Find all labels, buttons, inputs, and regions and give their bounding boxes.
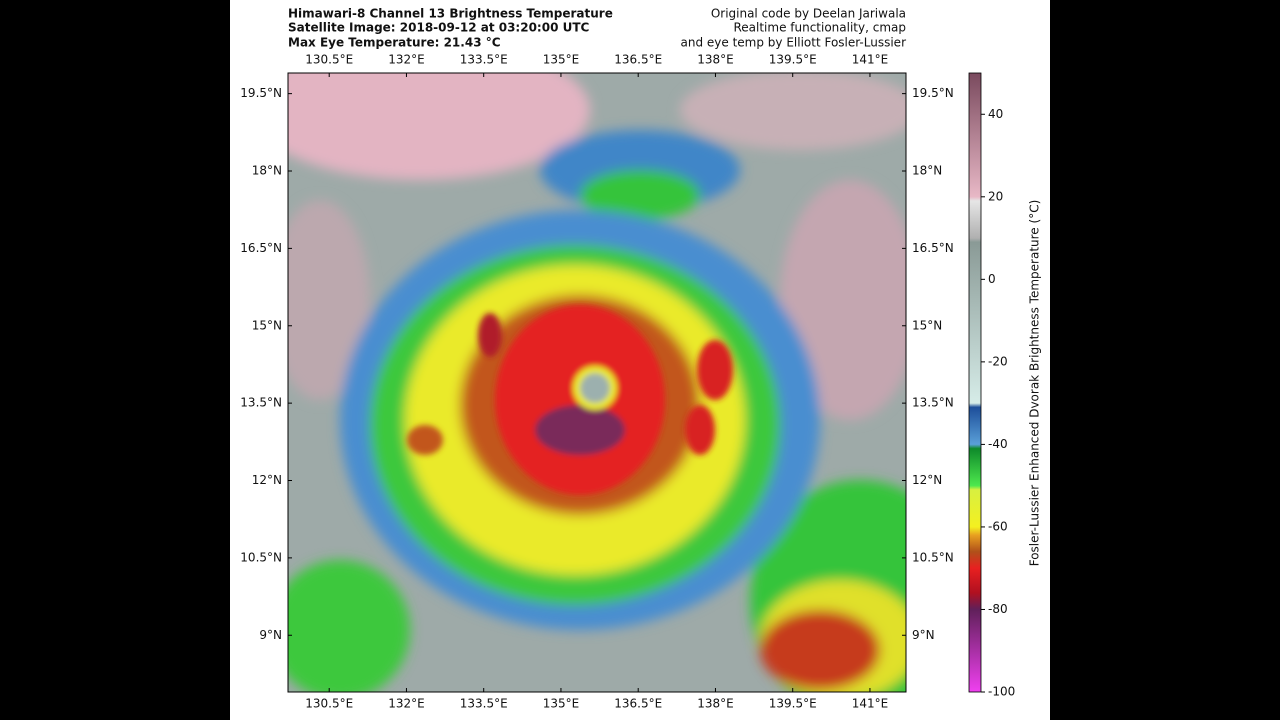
lon-label: 135°E (543, 697, 580, 711)
credit-line: Original code by Deelan Jariwala (711, 7, 906, 21)
lat-label: 19.5°N (240, 86, 282, 100)
lat-label: 15°N (252, 318, 282, 332)
credit-line: Realtime functionality, cmap (733, 21, 906, 35)
lon-label: 138°E (697, 697, 734, 711)
lat-label: 16.5°N (912, 241, 954, 255)
colorbar-label: Fosler-Lussier Enhanced Dvorak Brightnes… (1028, 200, 1042, 567)
colorbar-tick-label: -80 (988, 602, 1008, 616)
lon-label: 138°E (697, 53, 734, 67)
lon-label: 132°E (388, 53, 425, 67)
lat-label: 10.5°N (912, 550, 954, 564)
lat-label: 9°N (912, 628, 935, 642)
lat-label: 10.5°N (240, 550, 282, 564)
lon-label: 132°E (388, 697, 425, 711)
lat-label: 16.5°N (240, 241, 282, 255)
lat-label: 13.5°N (240, 396, 282, 410)
title-line: Max Eye Temperature: 21.43 °C (288, 36, 501, 50)
lon-label: 130.5°E (305, 53, 353, 67)
colorbar-tick-label: 20 (988, 189, 1003, 203)
lat-label: 12°N (252, 473, 282, 487)
lon-label: 139.5°E (769, 53, 817, 67)
colorbar-fill (968, 72, 982, 693)
title-line: Satellite Image: 2018-09-12 at 03:20:00 … (288, 21, 590, 35)
colorbar-tick-label: -40 (988, 437, 1008, 451)
lon-label: 136.5°E (614, 697, 662, 711)
colorbar: 40 20 0 -20 -40 -60 -80 -100 (968, 72, 1015, 699)
map-frame (287, 72, 907, 693)
lat-label: 9°N (259, 628, 282, 642)
lon-label: 133.5°E (460, 697, 508, 711)
title-line: Himawari-8 Channel 13 Brightness Tempera… (288, 7, 613, 21)
lat-label: 18°N (912, 164, 942, 178)
colorbar-tick-label: -20 (988, 354, 1008, 368)
lon-label: 133.5°E (460, 53, 508, 67)
lon-label: 141°E (852, 53, 889, 67)
lon-label: 135°E (543, 53, 580, 67)
lat-label: 18°N (252, 164, 282, 178)
colorbar-tick-label: 0 (988, 272, 996, 286)
lat-label: 13.5°N (912, 396, 954, 410)
lat-label: 15°N (912, 318, 942, 332)
lon-label: 139.5°E (769, 697, 817, 711)
credit-line: and eye temp by Elliott Fosler-Lussier (681, 36, 907, 50)
lat-label: 19.5°N (912, 86, 954, 100)
lat-label: 12°N (912, 473, 942, 487)
colorbar-tick-label: -60 (988, 519, 1008, 533)
colorbar-tick-label: 40 (988, 107, 1003, 121)
lon-label: 130.5°E (305, 697, 353, 711)
lon-label: 141°E (852, 697, 889, 711)
colorbar-tick-label: -100 (988, 685, 1015, 699)
lon-label: 136.5°E (614, 53, 662, 67)
satellite-image (288, 73, 906, 692)
